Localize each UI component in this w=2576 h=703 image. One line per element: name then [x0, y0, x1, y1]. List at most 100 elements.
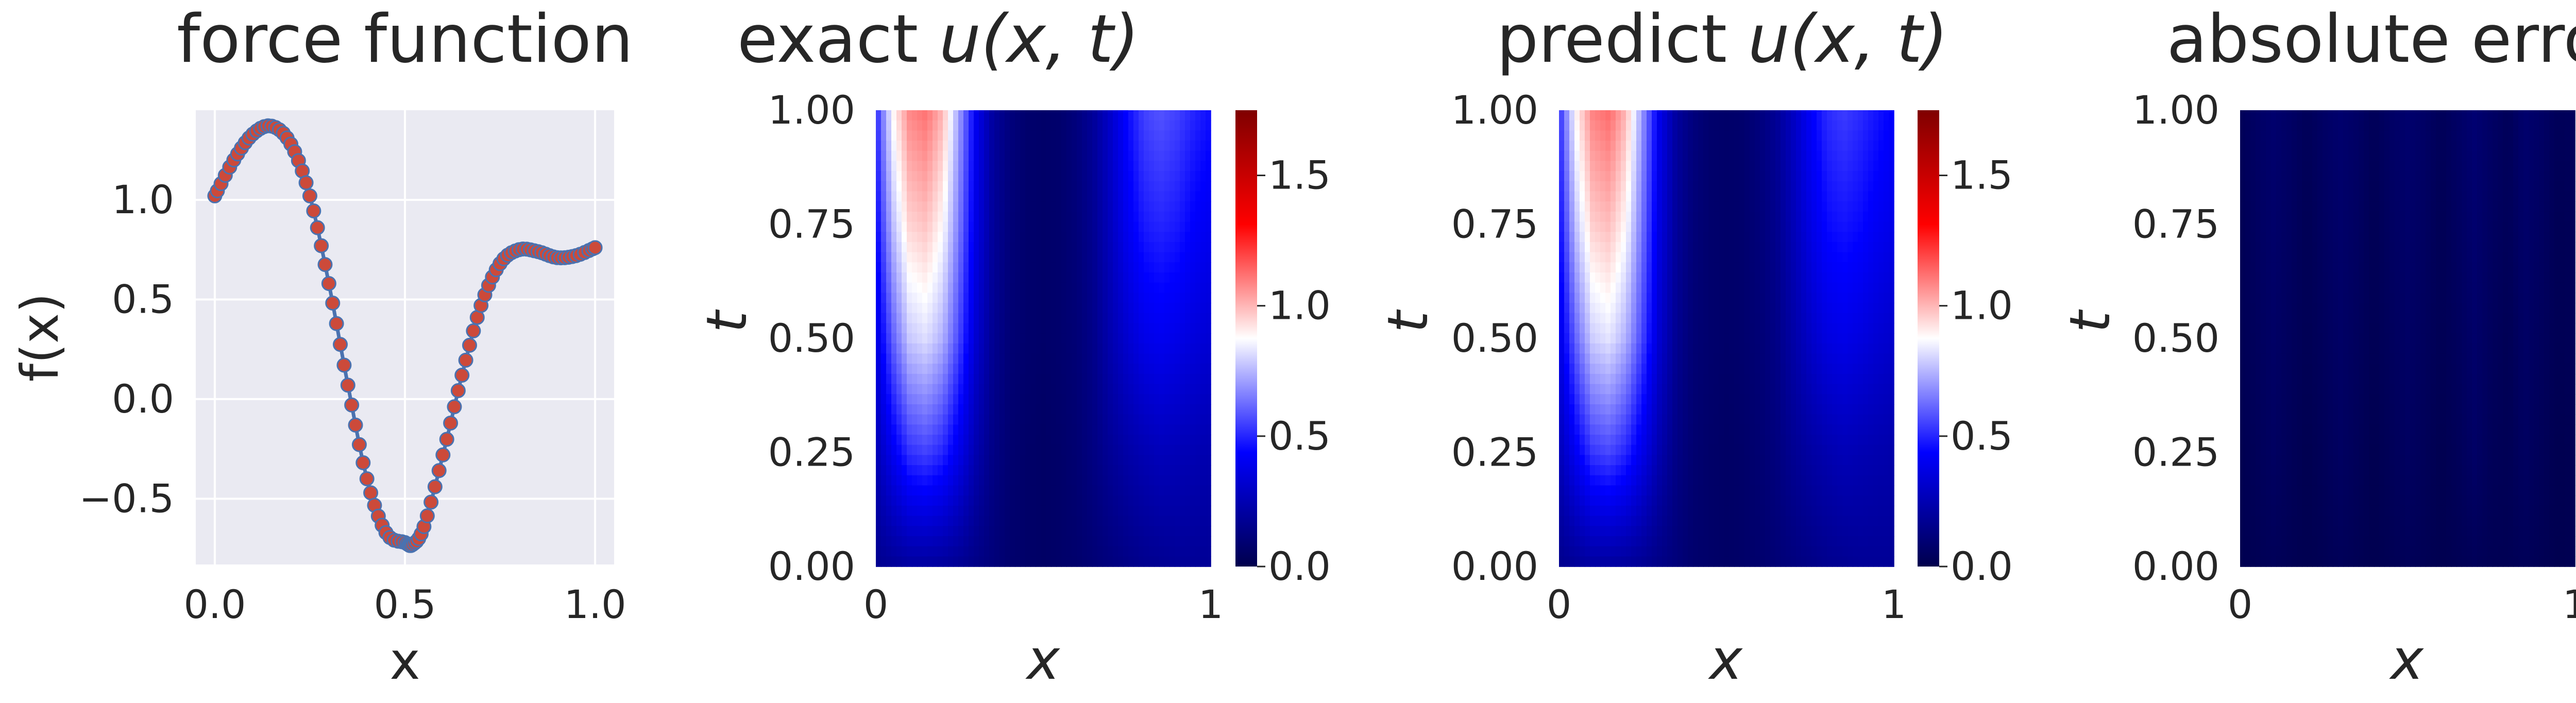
heatmap-cell — [1801, 130, 1807, 141]
heatmap-cell — [1806, 252, 1812, 263]
heatmap-cell — [1195, 373, 1201, 385]
heatmap-cell — [1066, 353, 1072, 365]
heatmap-cell — [1765, 232, 1771, 243]
heatmap-cell — [1144, 110, 1149, 121]
heatmap-cell — [1072, 120, 1077, 131]
heatmap-cell — [1128, 394, 1134, 405]
heatmap-cell — [984, 343, 990, 354]
heatmap-cell — [1827, 262, 1833, 273]
heatmap-cell — [1144, 272, 1149, 283]
heatmap-cell — [1574, 262, 1580, 273]
heatmap-cell — [1672, 211, 1678, 222]
heatmap-cell — [1786, 221, 1791, 233]
heatmap-cell — [1149, 272, 1155, 283]
heatmap-cell — [1703, 221, 1709, 233]
heatmap-cell — [1159, 232, 1165, 243]
heatmap-cell — [1811, 171, 1817, 182]
heatmap-cell — [896, 282, 902, 294]
heatmap-cell — [1858, 242, 1863, 253]
heatmap-cell — [881, 394, 887, 405]
heatmap-cell — [1848, 201, 1853, 212]
heatmap-cell — [1832, 353, 1838, 365]
heatmap-cell — [1066, 110, 1072, 121]
heatmap-cell — [1755, 353, 1760, 365]
heatmap-cell — [1760, 373, 1766, 385]
heatmap-cell — [1170, 171, 1175, 182]
heatmap-cell — [1848, 282, 1853, 294]
heatmap-cell — [1077, 120, 1082, 131]
heatmap-cell — [1190, 293, 1196, 303]
heatmap-cell — [1652, 242, 1657, 253]
heatmap-cell — [933, 221, 938, 233]
heatmap-cell — [938, 516, 943, 527]
heatmap-cell — [912, 475, 918, 486]
heatmap-cell — [1164, 211, 1170, 222]
heatmap-cell — [1600, 191, 1606, 202]
heatmap-cell — [1750, 313, 1755, 324]
heatmap-cell — [922, 181, 928, 192]
heatmap-cell — [974, 505, 979, 517]
heatmap-cell — [994, 313, 1000, 324]
heatmap-cell — [1175, 455, 1180, 466]
heatmap-cell — [1770, 211, 1776, 222]
heatmap-cell — [876, 141, 882, 151]
heatmap-cell — [1688, 181, 1693, 192]
heatmap-cell — [1873, 384, 1879, 395]
heatmap-cell — [1056, 303, 1062, 314]
heatmap-cell — [1128, 181, 1134, 192]
heatmap-cell — [1066, 232, 1072, 243]
heatmap-cell — [1791, 141, 1797, 151]
heatmap-cell — [1827, 313, 1833, 324]
heatmap-cell — [1760, 110, 1766, 121]
heatmap-cell — [1149, 313, 1155, 324]
heatmap-cell — [1863, 211, 1869, 222]
heatmap-cell — [1087, 141, 1093, 151]
heatmap-cell — [1005, 546, 1010, 557]
heatmap-cell — [1030, 171, 1036, 182]
heatmap-cell — [1744, 161, 1750, 172]
heatmap-cell — [1647, 141, 1652, 151]
heatmap-cell — [1863, 303, 1869, 314]
heatmap-cell — [1025, 272, 1031, 283]
heatmap-cell — [1128, 455, 1134, 466]
heatmap-cell — [876, 272, 882, 283]
heatmap-cell — [902, 171, 907, 182]
heatmap-cell — [1103, 110, 1108, 121]
heatmap-cell — [1744, 343, 1750, 354]
heatmap-cell — [1092, 221, 1098, 233]
heatmap-cell — [1626, 343, 1632, 354]
heatmap-cell — [1139, 272, 1144, 283]
heatmap-cell — [917, 303, 923, 314]
heatmap-cell — [1066, 536, 1072, 547]
heatmap-cell — [1744, 252, 1750, 263]
heatmap-cell — [933, 293, 938, 303]
heatmap-cell — [1817, 323, 1822, 334]
heatmap-cell — [886, 424, 892, 435]
heatmap-cell — [1123, 424, 1129, 435]
heatmap-cell — [1200, 252, 1206, 263]
heatmap-cell — [1046, 364, 1052, 374]
heatmap-cell — [1574, 333, 1580, 344]
heatmap-cell — [1185, 495, 1191, 506]
heatmap-cell — [891, 424, 897, 435]
heatmap-cell — [1072, 221, 1077, 233]
heatmap-cell — [1185, 252, 1191, 263]
heatmap-cell — [1020, 191, 1026, 202]
heatmap-cell — [1801, 221, 1807, 233]
heatmap-cell — [1051, 221, 1057, 233]
heatmap-cell — [1569, 303, 1575, 314]
heatmap-cell — [1200, 475, 1206, 486]
heatmap-cell — [886, 161, 892, 172]
heatmap-cell — [943, 181, 948, 192]
heatmap-cell — [1817, 252, 1822, 263]
heatmap-cell — [1781, 201, 1786, 212]
heatmap-cell — [1863, 120, 1869, 131]
heatmap-cell — [1559, 272, 1565, 283]
heatmap-cell — [902, 221, 907, 233]
heatmap-cell — [979, 191, 985, 202]
heatmap-cell — [1677, 120, 1683, 131]
heatmap-cell — [1030, 505, 1036, 517]
heatmap-cell — [1144, 120, 1149, 131]
heatmap-cell — [1046, 293, 1052, 303]
heatmap-cell — [984, 364, 990, 374]
